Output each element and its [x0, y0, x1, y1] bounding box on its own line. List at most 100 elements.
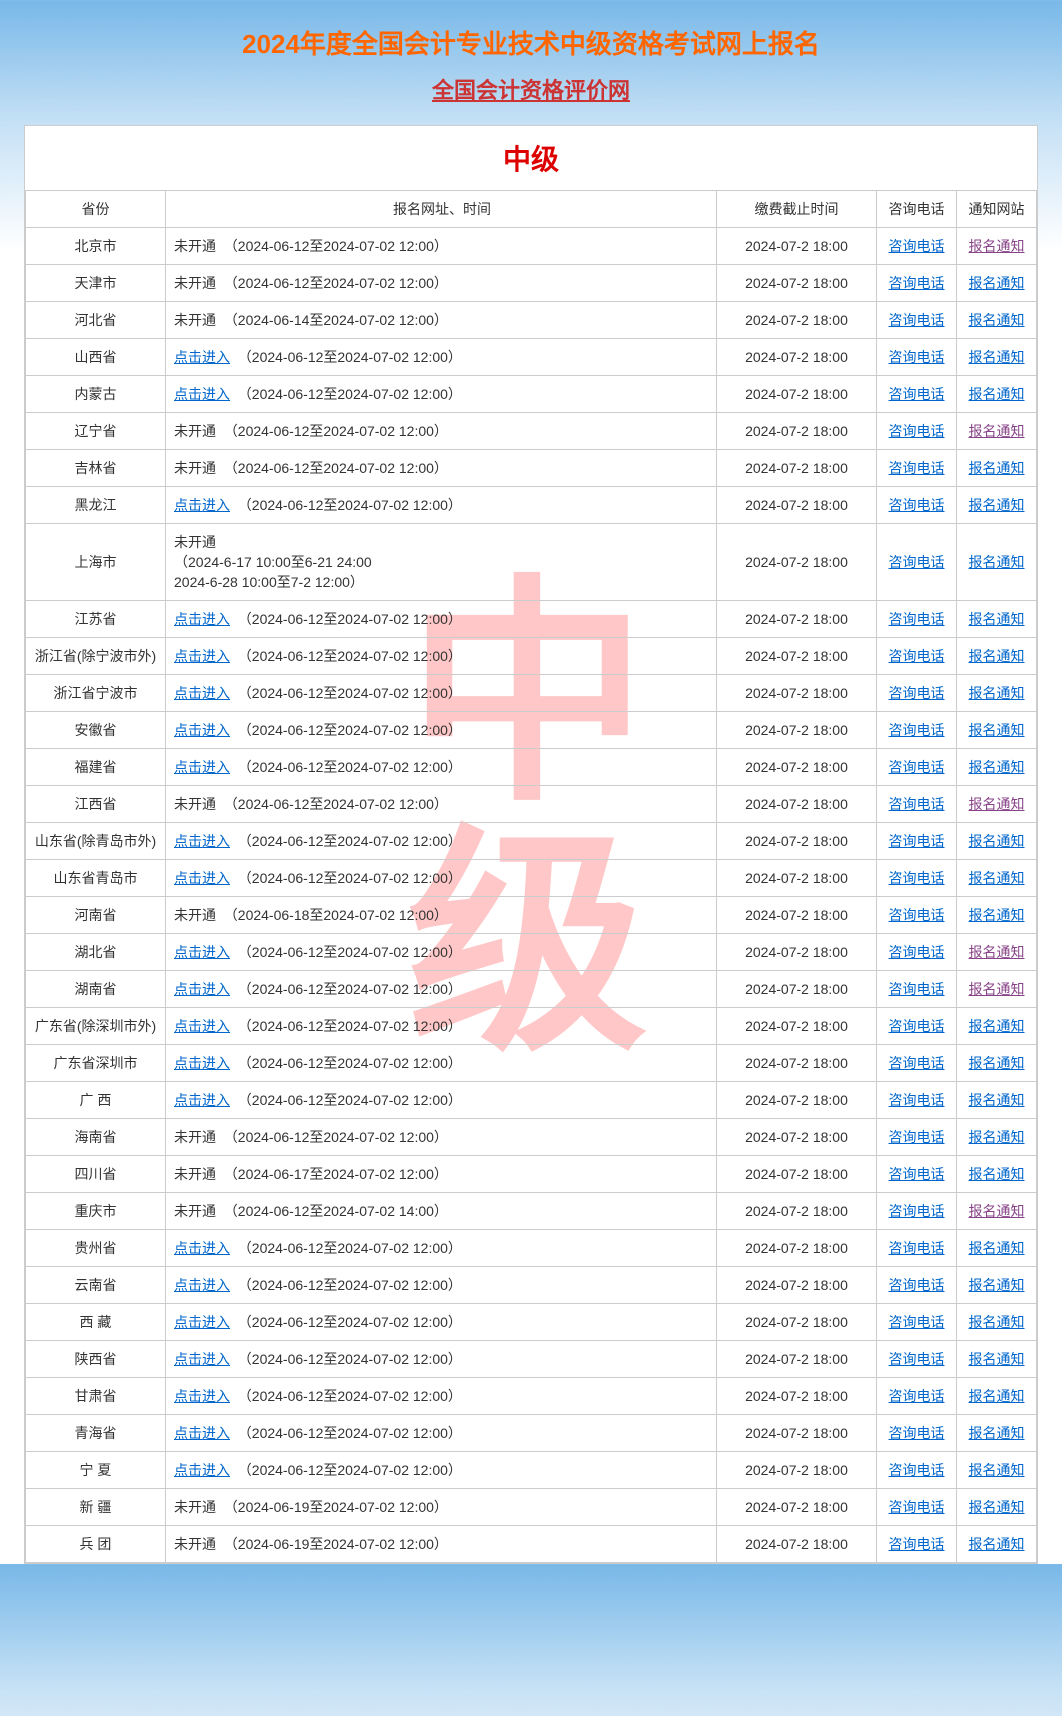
enter-link[interactable]: 点击进入 [174, 722, 230, 738]
notice-link[interactable]: 报名通知 [969, 1129, 1025, 1145]
phone-link[interactable]: 咨询电话 [889, 1166, 945, 1182]
notice-link[interactable]: 报名通知 [969, 497, 1025, 513]
status-not-open: 未开通 [174, 907, 216, 923]
enter-link[interactable]: 点击进入 [174, 349, 230, 365]
phone-link[interactable]: 咨询电话 [889, 685, 945, 701]
phone-link[interactable]: 咨询电话 [889, 238, 945, 254]
enter-link[interactable]: 点击进入 [174, 759, 230, 775]
subtitle-link[interactable]: 全国会计资格评价网 [432, 78, 630, 103]
notice-link[interactable]: 报名通知 [969, 312, 1025, 328]
enter-link[interactable]: 点击进入 [174, 1240, 230, 1256]
notice-link[interactable]: 报名通知 [969, 870, 1025, 886]
notice-link[interactable]: 报名通知 [969, 275, 1025, 291]
phone-link[interactable]: 咨询电话 [889, 349, 945, 365]
enter-link[interactable]: 点击进入 [174, 1018, 230, 1034]
enter-link[interactable]: 点击进入 [174, 981, 230, 997]
notice-link[interactable]: 报名通知 [969, 1314, 1025, 1330]
notice-link[interactable]: 报名通知 [969, 386, 1025, 402]
phone-link[interactable]: 咨询电话 [889, 759, 945, 775]
notice-link[interactable]: 报名通知 [969, 554, 1025, 570]
enter-link[interactable]: 点击进入 [174, 1055, 230, 1071]
phone-link[interactable]: 咨询电话 [889, 460, 945, 476]
enter-link[interactable]: 点击进入 [174, 1388, 230, 1404]
phone-link[interactable]: 咨询电话 [889, 312, 945, 328]
notice-link[interactable]: 报名通知 [969, 944, 1025, 960]
notice-link[interactable]: 报名通知 [969, 238, 1025, 254]
phone-link[interactable]: 咨询电话 [889, 423, 945, 439]
notice-link[interactable]: 报名通知 [969, 1536, 1025, 1552]
enter-link[interactable]: 点击进入 [174, 1277, 230, 1293]
phone-link[interactable]: 咨询电话 [889, 1388, 945, 1404]
notice-link[interactable]: 报名通知 [969, 1203, 1025, 1219]
phone-link[interactable]: 咨询电话 [889, 554, 945, 570]
enter-link[interactable]: 点击进入 [174, 833, 230, 849]
status-not-open: 未开通 [174, 460, 216, 476]
notice-link[interactable]: 报名通知 [969, 1277, 1025, 1293]
notice-link[interactable]: 报名通知 [969, 833, 1025, 849]
phone-link[interactable]: 咨询电话 [889, 1018, 945, 1034]
notice-link[interactable]: 报名通知 [969, 981, 1025, 997]
phone-link[interactable]: 咨询电话 [889, 833, 945, 849]
phone-link[interactable]: 咨询电话 [889, 1462, 945, 1478]
phone-link[interactable]: 咨询电话 [889, 1351, 945, 1367]
enter-link[interactable]: 点击进入 [174, 1425, 230, 1441]
enter-link[interactable]: 点击进入 [174, 648, 230, 664]
enter-link[interactable]: 点击进入 [174, 870, 230, 886]
cell-province: 北京市 [26, 228, 166, 265]
enter-link[interactable]: 点击进入 [174, 497, 230, 513]
phone-link[interactable]: 咨询电话 [889, 1425, 945, 1441]
phone-link[interactable]: 咨询电话 [889, 1499, 945, 1515]
phone-link[interactable]: 咨询电话 [889, 981, 945, 997]
notice-link[interactable]: 报名通知 [969, 1092, 1025, 1108]
notice-link[interactable]: 报名通知 [969, 796, 1025, 812]
notice-link[interactable]: 报名通知 [969, 1499, 1025, 1515]
phone-link[interactable]: 咨询电话 [889, 275, 945, 291]
enter-link[interactable]: 点击进入 [174, 944, 230, 960]
phone-link[interactable]: 咨询电话 [889, 1314, 945, 1330]
cell-registration: 点击进入 （2024-06-12至2024-07-02 12:00） [166, 1045, 717, 1082]
phone-link[interactable]: 咨询电话 [889, 722, 945, 738]
notice-link[interactable]: 报名通知 [969, 685, 1025, 701]
phone-link[interactable]: 咨询电话 [889, 870, 945, 886]
enter-link[interactable]: 点击进入 [174, 611, 230, 627]
cell-province: 陕西省 [26, 1341, 166, 1378]
phone-link[interactable]: 咨询电话 [889, 497, 945, 513]
phone-link[interactable]: 咨询电话 [889, 1055, 945, 1071]
notice-link[interactable]: 报名通知 [969, 1462, 1025, 1478]
phone-link[interactable]: 咨询电话 [889, 648, 945, 664]
notice-link[interactable]: 报名通知 [969, 759, 1025, 775]
phone-link[interactable]: 咨询电话 [889, 1240, 945, 1256]
phone-link[interactable]: 咨询电话 [889, 1277, 945, 1293]
phone-link[interactable]: 咨询电话 [889, 1092, 945, 1108]
notice-link[interactable]: 报名通知 [969, 423, 1025, 439]
phone-link[interactable]: 咨询电话 [889, 386, 945, 402]
notice-link[interactable]: 报名通知 [969, 1018, 1025, 1034]
phone-link[interactable]: 咨询电话 [889, 1129, 945, 1145]
enter-link[interactable]: 点击进入 [174, 1462, 230, 1478]
enter-link[interactable]: 点击进入 [174, 1092, 230, 1108]
notice-link[interactable]: 报名通知 [969, 722, 1025, 738]
notice-link[interactable]: 报名通知 [969, 1388, 1025, 1404]
notice-link[interactable]: 报名通知 [969, 1055, 1025, 1071]
enter-link[interactable]: 点击进入 [174, 1314, 230, 1330]
notice-link[interactable]: 报名通知 [969, 460, 1025, 476]
cell-phone: 咨询电话 [877, 265, 957, 302]
enter-link[interactable]: 点击进入 [174, 386, 230, 402]
notice-link[interactable]: 报名通知 [969, 1425, 1025, 1441]
phone-link[interactable]: 咨询电话 [889, 944, 945, 960]
notice-link[interactable]: 报名通知 [969, 611, 1025, 627]
phone-link[interactable]: 咨询电话 [889, 907, 945, 923]
cell-notice: 报名通知 [957, 971, 1037, 1008]
phone-link[interactable]: 咨询电话 [889, 611, 945, 627]
enter-link[interactable]: 点击进入 [174, 685, 230, 701]
phone-link[interactable]: 咨询电话 [889, 1536, 945, 1552]
phone-link[interactable]: 咨询电话 [889, 1203, 945, 1219]
notice-link[interactable]: 报名通知 [969, 1240, 1025, 1256]
notice-link[interactable]: 报名通知 [969, 1351, 1025, 1367]
notice-link[interactable]: 报名通知 [969, 648, 1025, 664]
notice-link[interactable]: 报名通知 [969, 349, 1025, 365]
phone-link[interactable]: 咨询电话 [889, 796, 945, 812]
enter-link[interactable]: 点击进入 [174, 1351, 230, 1367]
notice-link[interactable]: 报名通知 [969, 907, 1025, 923]
notice-link[interactable]: 报名通知 [969, 1166, 1025, 1182]
